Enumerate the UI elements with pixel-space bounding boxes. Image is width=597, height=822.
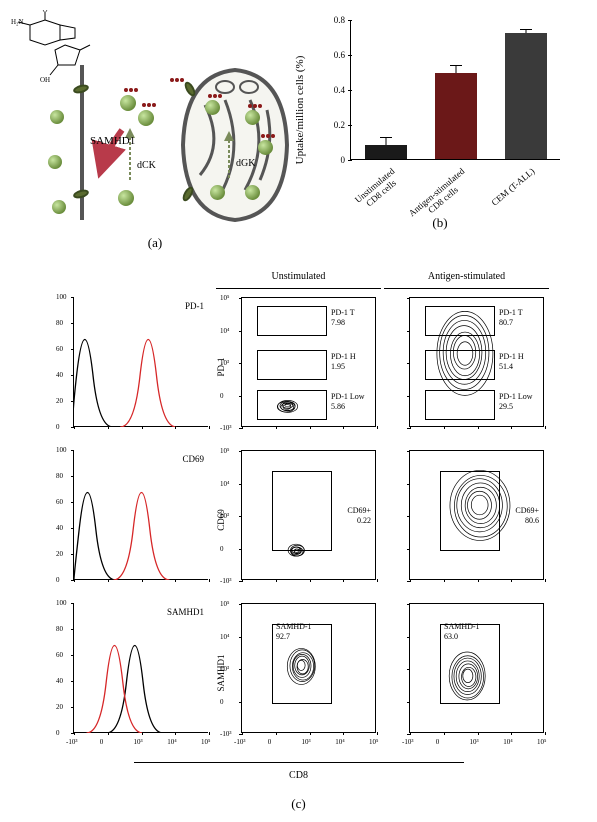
gate-rect: [257, 350, 327, 380]
col-header-stim: Antigen-stimulated: [384, 271, 549, 289]
gate-label: PD-1 Low5.86: [331, 392, 365, 411]
y-tick-label: 0.8: [325, 15, 345, 25]
gate-label: PD-1 H1.95: [331, 352, 356, 371]
histogram-cell: 020406080100PD-1: [48, 292, 213, 442]
nucleoside-blob: [52, 200, 66, 214]
phosphorylated-blob: [138, 110, 154, 126]
col-header-unstim: Unstimulated: [216, 271, 381, 289]
y-tick-label: 0.4: [325, 85, 345, 95]
nh2-label: H₂N: [11, 18, 24, 26]
gate-label: SAMHD-163.0: [444, 622, 480, 641]
contour-plot: PD-1 T80.7 PD-1 H51.4 PD-1 Low29.5: [409, 297, 544, 427]
membrane-channel: [72, 188, 90, 200]
histogram-cell: 020406080100CD69: [48, 445, 213, 595]
marker-label: PD-1: [185, 301, 204, 311]
schematic-diagram: O H₂N OH: [10, 10, 300, 230]
x-axis-cd8-label: CD8: [10, 770, 587, 781]
phosphate-dots: [124, 88, 138, 92]
mito-blob: [245, 110, 260, 125]
contour-cell: CD69CD69+0.22-10³010³10⁴10⁵: [216, 445, 381, 595]
contour-plot: SAMHD-163.0-10³010³10⁴10⁵: [409, 603, 544, 733]
gate-rect: [257, 306, 327, 336]
gate-label: CD69+0.22: [347, 506, 371, 525]
gate-rect: [425, 306, 495, 336]
nucleoside-blob: [118, 190, 134, 206]
gate-label: PD-1 Low29.5: [499, 392, 533, 411]
oh-label: OH: [40, 76, 50, 84]
dgk-label: dGK: [236, 158, 255, 169]
bar-plot-area: [350, 20, 560, 160]
mito-blob: [205, 100, 220, 115]
contour-cell: CD69+80.6: [384, 445, 549, 595]
gate-rect: [440, 471, 500, 551]
gate-rect: [272, 471, 332, 551]
mito-blob: [258, 140, 273, 155]
histogram-plot: 020406080100CD69: [73, 450, 208, 580]
phosphate-dots: [261, 134, 275, 138]
contour-plot: CD69+0.22-10³010³10⁴10⁵: [241, 450, 376, 580]
phosphorylated-blob: [120, 95, 136, 111]
bar: [365, 145, 407, 159]
gate-rect: [257, 390, 327, 420]
gate-label: CD69+80.6: [515, 506, 539, 525]
marker-label: SAMHD1: [167, 607, 204, 617]
mito-blob: [245, 185, 260, 200]
dck-label: dCK: [137, 160, 156, 171]
y-axis-label: SAMHD1: [216, 654, 226, 691]
contour-plot: PD-1 T7.98PD-1 H1.95PD-1 Low5.86-10³010³…: [241, 297, 376, 427]
gate-rect: [425, 350, 495, 380]
phosphate-dots: [208, 94, 222, 98]
o-label: O: [42, 10, 47, 14]
x-tick-label: CEM (T-ALL): [489, 166, 536, 208]
gate-label: SAMHD-192.7: [276, 622, 312, 641]
nucleoside-blob: [50, 110, 64, 124]
bar: [435, 73, 477, 159]
panel-c-label: (c): [10, 796, 587, 812]
contour-cell: PD-1PD-1 T7.98PD-1 H1.95PD-1 Low5.86-10³…: [216, 292, 381, 442]
bar-chart: Uptake/million cells (%) 00.20.40.60.8 U…: [310, 10, 570, 210]
gate-rect: [425, 390, 495, 420]
panel-b: Uptake/million cells (%) 00.20.40.60.8 U…: [310, 10, 570, 251]
panel-a-label: (a): [10, 235, 300, 251]
phosphate-dots: [248, 104, 262, 108]
histogram-plot: 020406080100SAMHD1-10³010³10⁴10⁵: [73, 603, 208, 733]
gate-label: PD-1 T80.7: [499, 308, 523, 327]
dck-arrow: [123, 125, 137, 185]
histogram-plot: 020406080100PD-1: [73, 297, 208, 427]
panel-b-label: (b): [310, 215, 570, 231]
nucleoside-blob: [48, 155, 62, 169]
y-tick-label: 0.6: [325, 50, 345, 60]
y-tick-label: 0.2: [325, 120, 345, 130]
contour-cell: PD-1 T80.7 PD-1 H51.4 PD-1 Low29.5: [384, 292, 549, 442]
contour-plot: SAMHD-192.7-10³-10³0010³10³10⁴10⁴10⁵10⁵: [241, 603, 376, 733]
x-tick-label: UnstimulatedCD8 cells: [353, 166, 403, 212]
y-axis-label: Uptake/million cells (%): [294, 56, 306, 165]
contour-cell: SAMHD1 SAMHD-192.7-10³-10³0010³10³10⁴10⁴1…: [216, 598, 381, 748]
nucleoside-structure: O H₂N OH: [10, 10, 105, 90]
contour-cell: SAMHD-163.0-10³010³10⁴10⁵: [384, 598, 549, 748]
marker-label: CD69: [182, 454, 204, 464]
phosphate-dots: [170, 78, 184, 82]
histogram-cell: 020406080100SAMHD1-10³010³10⁴10⁵: [48, 598, 213, 748]
phosphate-dots: [142, 103, 156, 107]
contour-plot: CD69+80.6: [409, 450, 544, 580]
panel-c: Unstimulated Antigen-stimulated 02040608…: [10, 271, 587, 812]
samhd1-label: SAMHD1: [90, 135, 135, 147]
panel-a: O H₂N OH: [10, 10, 300, 251]
mito-blob: [210, 185, 225, 200]
gate-label: PD-1 H51.4: [499, 352, 524, 371]
bar: [505, 33, 547, 159]
gate-label: PD-1 T7.98: [331, 308, 355, 327]
y-tick-label: 0: [325, 155, 345, 165]
dgk-arrow: [222, 128, 236, 183]
